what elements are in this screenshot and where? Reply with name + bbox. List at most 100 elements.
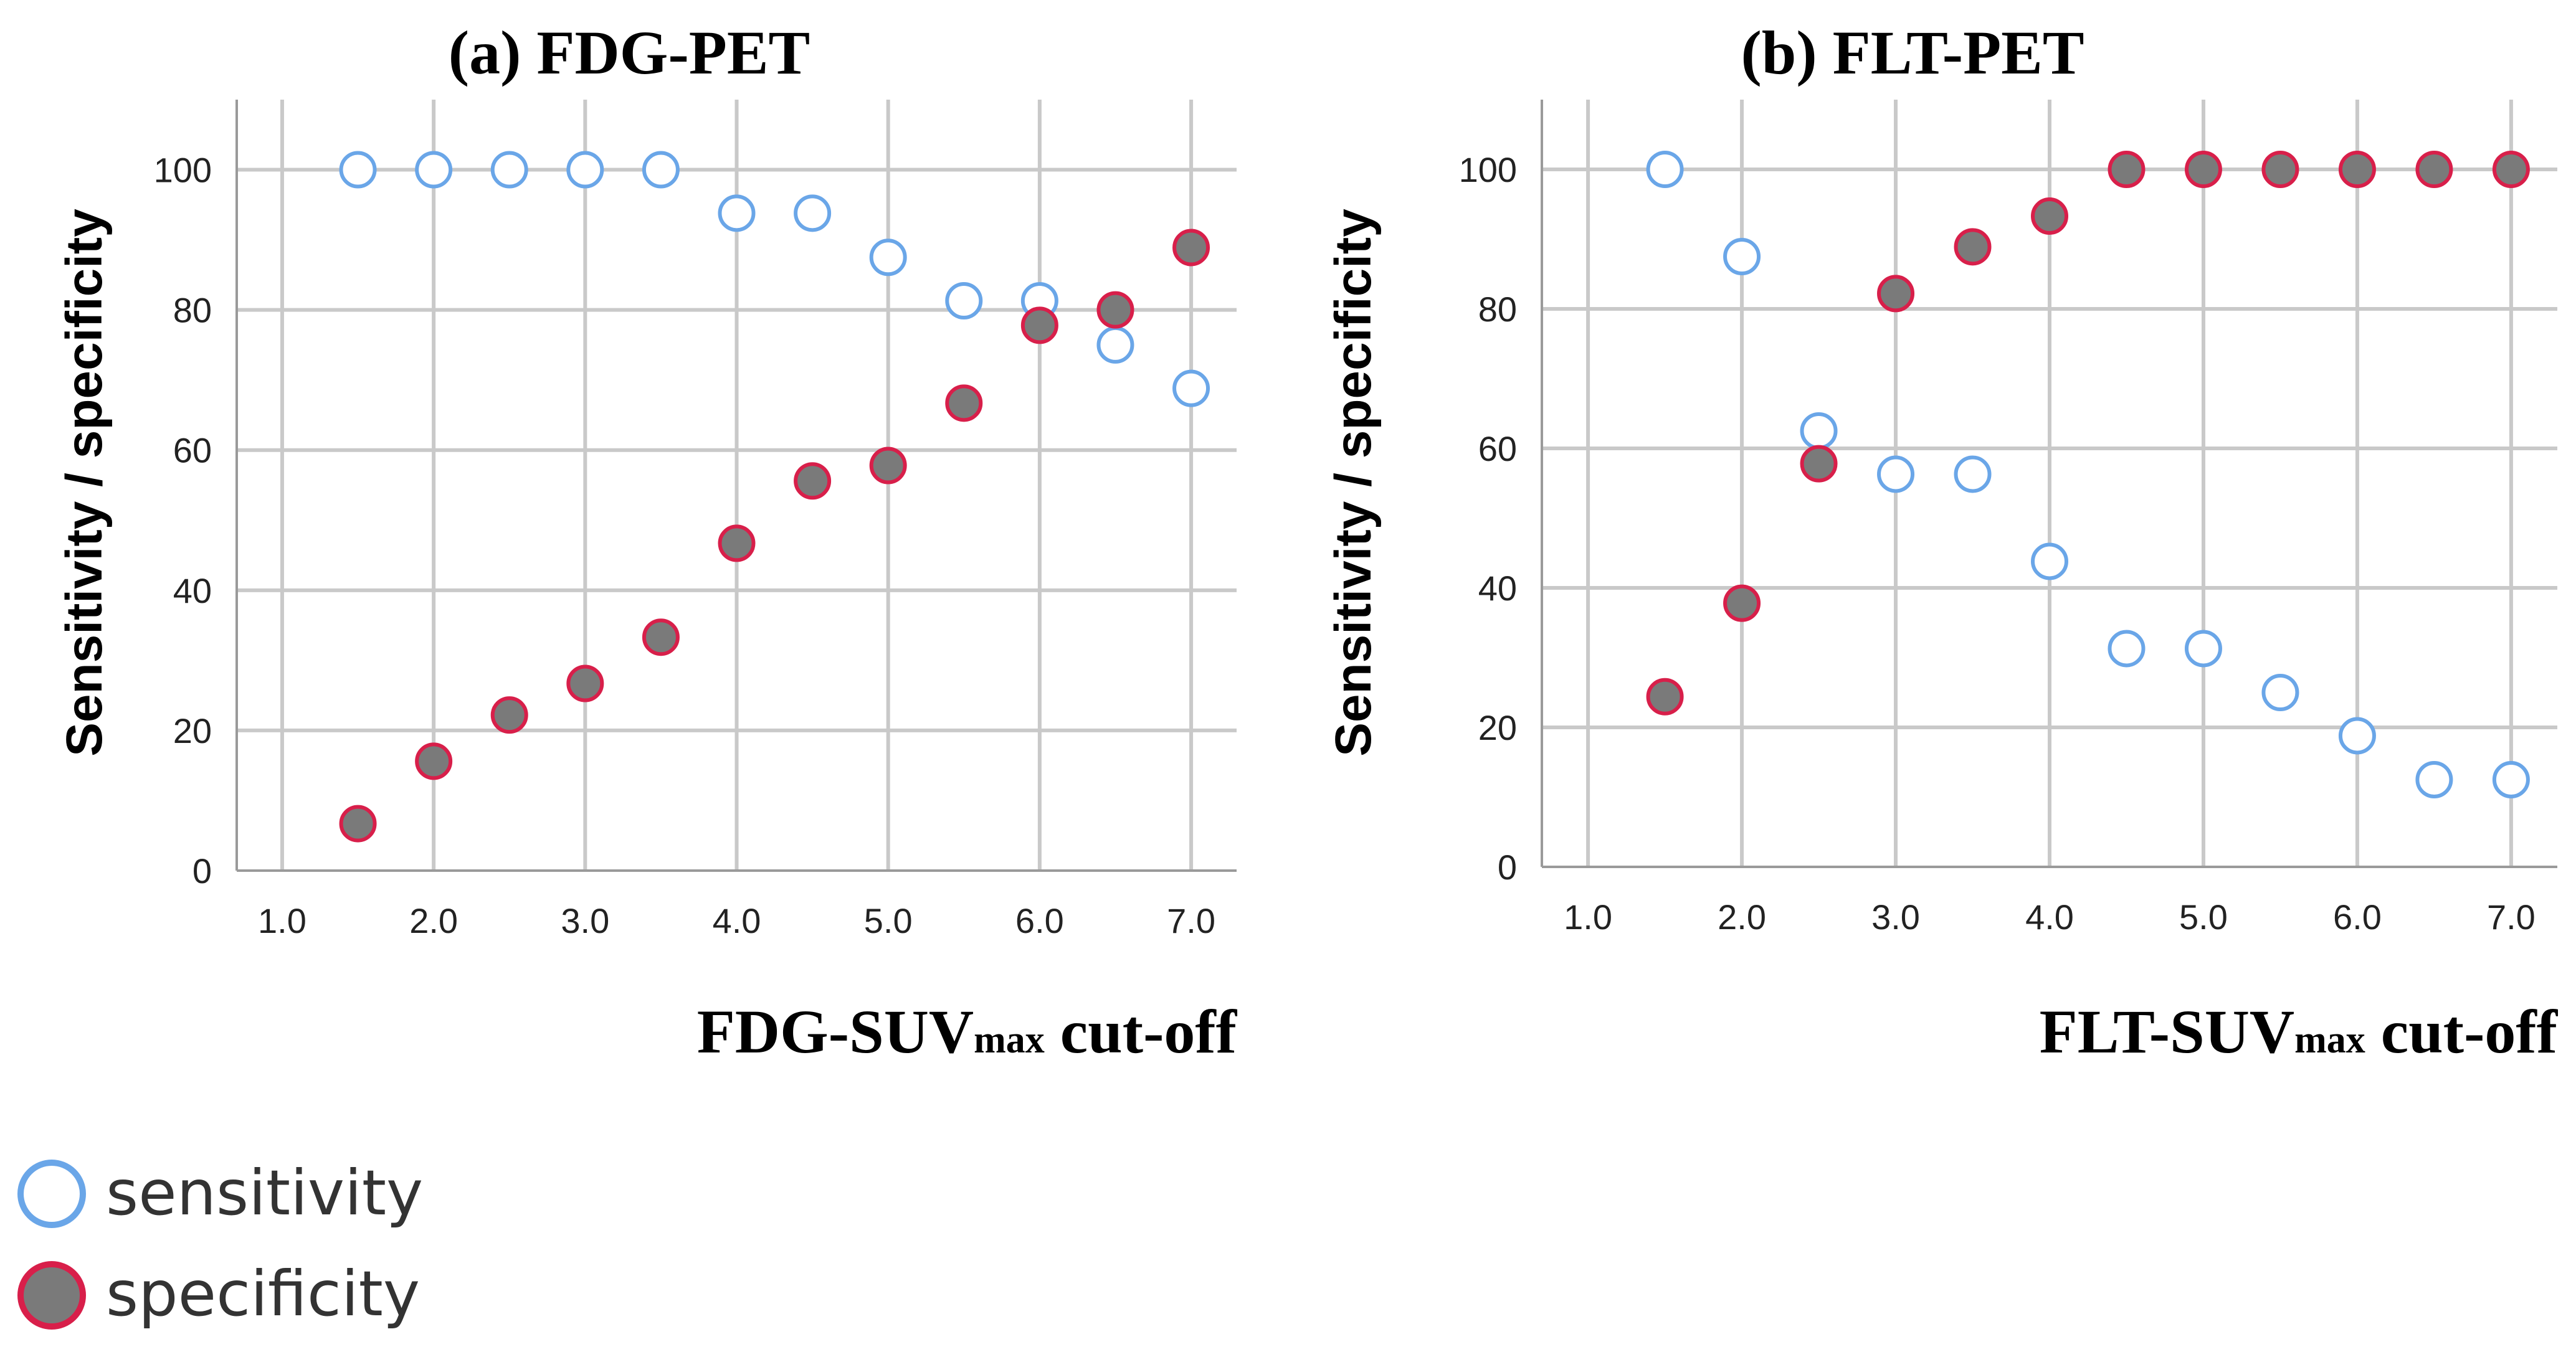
y-tick-label-b-0: 0 <box>1498 848 1517 887</box>
x-tick-label-b-6: 7.0 <box>2487 897 2536 937</box>
chart-panel-a: (a) FDG-PET Sensitivity / specificity 0 2… <box>56 18 1238 1066</box>
sensitivity-point-a-11 <box>1172 369 1210 407</box>
y-tick-label-b-2: 40 <box>1478 569 1517 608</box>
chart-title-b: (b) FLT-PET <box>1741 18 2084 87</box>
specificity-point-a-7 <box>869 447 907 485</box>
x-tick-label-b-1: 2.0 <box>1718 897 1766 937</box>
specificity-point-a-1 <box>415 742 453 780</box>
sensitivity-point-b-1 <box>1723 238 1761 275</box>
sensitivity-point-b-3 <box>1877 455 1915 493</box>
legend-marker-specificity <box>17 1261 86 1330</box>
specificity-point-a-6 <box>794 462 832 500</box>
sensitivity-point-a-5 <box>718 194 756 232</box>
x-tick-labels-b: 1.0 2.0 3.0 4.0 5.0 6.0 7.0 <box>1564 897 2536 937</box>
specificity-point-b-4 <box>1954 228 1992 266</box>
x-tick-label-b-0: 1.0 <box>1564 897 1612 937</box>
x-tick-labels-a: 1.0 2.0 3.0 4.0 5.0 6.0 7.0 <box>258 901 1215 940</box>
y-tick-label-a-3: 60 <box>173 431 212 470</box>
x-axis-label-tail-a: cut-off <box>1045 997 1238 1066</box>
chart-title-a: (a) FDG-PET <box>449 18 810 87</box>
x-axis-label-sub-b: max <box>2294 1019 2365 1061</box>
sensitivity-point-a-8 <box>945 282 983 320</box>
specificity-point-a-4 <box>642 618 680 656</box>
y-tick-label-b-5: 100 <box>1459 150 1517 189</box>
specificity-point-b-11 <box>2492 151 2530 188</box>
data-points-b <box>1646 151 2530 798</box>
x-tick-label-b-2: 3.0 <box>1871 897 1920 937</box>
sensitivity-point-b-7 <box>2184 630 2222 668</box>
specificity-point-a-3 <box>566 664 604 702</box>
y-tick-label-a-0: 0 <box>192 851 212 891</box>
sensitivity-point-a-6 <box>794 194 832 232</box>
x-axis-label-a: FDG-SUVmax cut-off <box>697 997 1238 1066</box>
specificity-point-b-9 <box>2338 151 2376 188</box>
data-points-a <box>339 151 1210 843</box>
legend-item-sensitivity: sensitivity <box>17 1156 423 1229</box>
sensitivity-point-a-2 <box>490 151 528 189</box>
y-tick-labels-a: 0 20 40 60 80 100 <box>154 151 212 891</box>
y-tick-label-a-4: 80 <box>173 291 212 330</box>
x-tick-label-a-4: 5.0 <box>864 901 913 940</box>
x-axis-label-main-b: FLT-SUV <box>2040 997 2294 1066</box>
sensitivity-point-b-8 <box>2261 674 2299 711</box>
x-tick-label-a-2: 3.0 <box>561 901 609 940</box>
specificity-point-b-5 <box>2031 197 2068 235</box>
x-tick-label-a-3: 4.0 <box>713 901 761 940</box>
y-tick-label-a-1: 20 <box>173 711 212 750</box>
specificity-point-b-0 <box>1646 678 1684 716</box>
grid-a <box>237 100 1237 871</box>
specificity-point-b-6 <box>2108 151 2146 188</box>
specificity-point-b-3 <box>1877 275 1915 313</box>
specificity-point-b-2 <box>1800 445 1838 483</box>
y-tick-label-b-4: 80 <box>1478 290 1517 329</box>
specificity-point-a-0 <box>339 805 377 843</box>
y-tick-label-b-3: 60 <box>1478 429 1517 468</box>
axes-b <box>1541 100 2557 868</box>
y-tick-labels-b: 0 20 40 60 80 100 <box>1459 150 1517 887</box>
x-tick-label-a-6: 7.0 <box>1167 901 1215 940</box>
legend-label-specificity: specificity <box>106 1257 420 1330</box>
specificity-point-b-8 <box>2261 151 2299 188</box>
x-axis-label-main-a: FDG-SUV <box>697 997 974 1066</box>
specificity-point-a-11 <box>1172 229 1210 267</box>
specificity-point-b-7 <box>2184 151 2222 188</box>
specificity-point-a-9 <box>1020 306 1058 344</box>
y-axis-label-b: Sensitivity / specificity <box>1325 209 1382 757</box>
sensitivity-point-b-11 <box>2492 761 2530 798</box>
x-tick-label-b-5: 6.0 <box>2333 897 2382 937</box>
sensitivity-point-b-10 <box>2415 761 2453 798</box>
y-axis-label-a: Sensitivity / specificity <box>56 209 113 757</box>
legend-label-sensitivity: sensitivity <box>106 1156 423 1229</box>
sensitivity-point-b-9 <box>2338 717 2376 755</box>
x-tick-label-a-5: 6.0 <box>1015 901 1064 940</box>
sensitivity-point-b-2 <box>1800 412 1838 450</box>
sensitivity-point-b-4 <box>1954 455 1992 493</box>
specificity-point-b-10 <box>2415 151 2453 188</box>
sensitivity-point-b-0 <box>1646 151 1684 188</box>
sensitivity-point-a-10 <box>1096 326 1134 364</box>
y-tick-label-a-5: 100 <box>154 151 212 190</box>
x-axis-label-sub-a: max <box>974 1019 1045 1061</box>
sensitivity-point-a-3 <box>566 151 604 189</box>
sensitivity-point-a-7 <box>869 239 907 277</box>
y-tick-label-b-1: 20 <box>1478 708 1517 747</box>
specificity-point-a-8 <box>945 384 983 422</box>
sensitivity-point-b-6 <box>2108 630 2146 668</box>
legend: sensitivity specificity <box>17 1156 423 1330</box>
x-axis-label-b: FLT-SUVmax cut-off <box>2040 997 2559 1066</box>
specificity-point-a-5 <box>718 524 756 562</box>
y-tick-label-a-2: 40 <box>173 571 212 610</box>
axes-a <box>235 100 1237 872</box>
x-tick-label-a-0: 1.0 <box>258 901 307 940</box>
sensitivity-point-a-4 <box>642 151 680 189</box>
specificity-point-a-2 <box>490 696 528 734</box>
x-tick-label-b-4: 5.0 <box>2179 897 2228 937</box>
x-axis-label-tail-b: cut-off <box>2365 997 2559 1066</box>
specificity-point-b-1 <box>1723 584 1761 622</box>
chart-panel-b: (b) FLT-PET Sensitivity / specificity 0 2… <box>1325 18 2559 1066</box>
sensitivity-point-a-1 <box>415 151 453 189</box>
legend-item-specificity: specificity <box>17 1257 420 1330</box>
sensitivity-point-b-5 <box>2031 542 2068 580</box>
sensitivity-point-a-0 <box>339 151 377 189</box>
